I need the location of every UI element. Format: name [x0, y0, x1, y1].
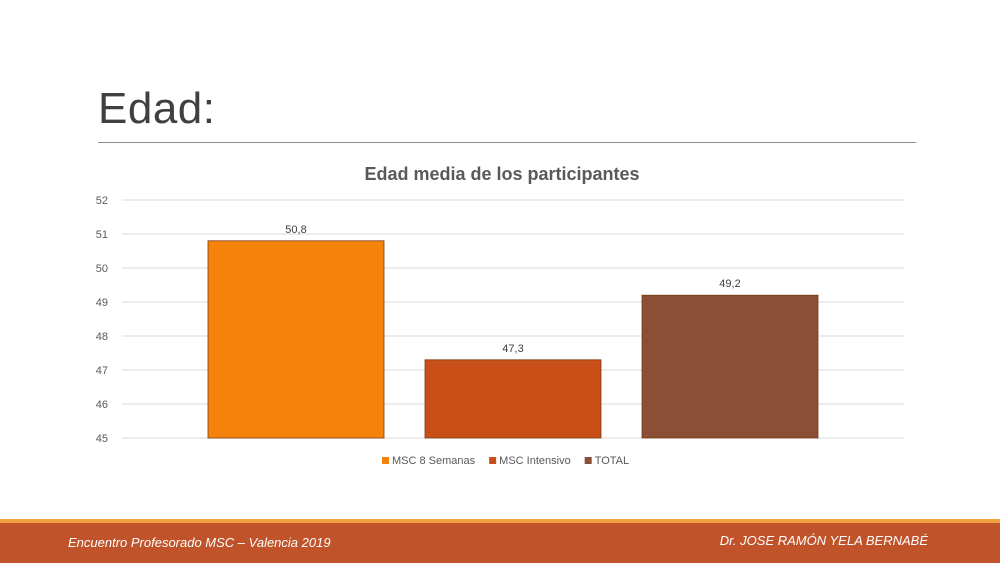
y-tick-label: 51 — [96, 229, 108, 241]
legend-entry: TOTAL — [595, 455, 629, 467]
y-tick-label: 52 — [96, 195, 108, 207]
bar-chart: Edad media de los participantes 45 46 47 48… — [96, 164, 904, 467]
y-tick-label: 46 — [96, 399, 108, 411]
footer-author-text: Dr. JOSE RAMÓN YELA BERNABÉ — [719, 533, 928, 548]
legend: MSC 8 Semanas MSC Intensivo TOTAL — [382, 455, 629, 467]
footer-event-text: Encuentro Profesorado MSC – Valencia 201… — [68, 535, 331, 550]
y-tick-label: 49 — [96, 297, 108, 309]
legend-swatch — [489, 457, 497, 464]
slide-title: Edad: — [98, 84, 216, 133]
data-labels: 50,8 47,3 49,2 — [285, 224, 740, 355]
bars — [207, 240, 819, 439]
y-axis-ticks: 45 46 47 48 49 50 51 52 — [96, 195, 108, 445]
chart-title: Edad media de los participantes — [364, 164, 639, 184]
y-tick-label: 50 — [96, 263, 108, 275]
footer-accent-stripe — [0, 519, 1000, 523]
bar-msc-8-semanas — [207, 240, 385, 439]
data-label: 50,8 — [285, 224, 306, 236]
data-label: 47,3 — [502, 343, 523, 355]
title-divider — [98, 142, 916, 143]
data-label: 49,2 — [719, 278, 740, 290]
legend-entry: MSC 8 Semanas — [392, 455, 476, 467]
legend-swatch — [584, 457, 592, 464]
bar-total — [641, 294, 819, 439]
bar-msc-intensivo — [424, 359, 602, 439]
footer-bar: Encuentro Profesorado MSC – Valencia 201… — [0, 523, 1000, 563]
legend-swatch — [382, 457, 389, 464]
y-tick-label: 47 — [96, 365, 108, 377]
y-tick-label: 48 — [96, 331, 108, 343]
y-tick-label: 45 — [96, 433, 108, 445]
legend-entry: MSC Intensivo — [499, 455, 571, 467]
